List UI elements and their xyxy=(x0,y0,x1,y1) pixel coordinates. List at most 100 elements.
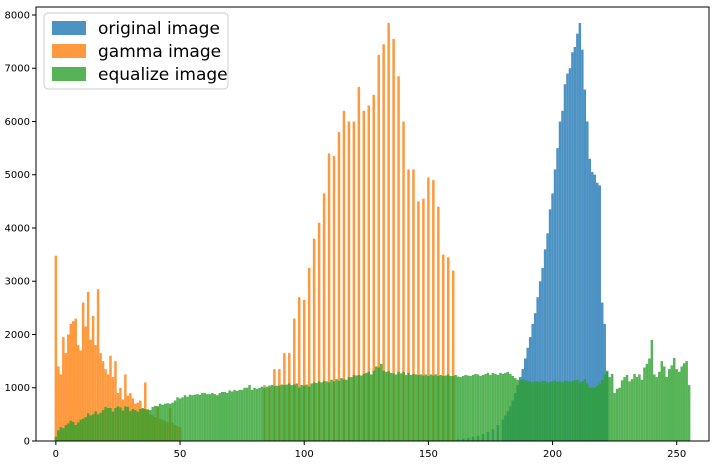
bar-equalize xyxy=(211,393,214,441)
bar-equalize xyxy=(62,428,65,441)
y-tick-label: 2000 xyxy=(5,330,30,341)
bar-gamma xyxy=(451,270,455,441)
bar-equalize xyxy=(310,383,313,441)
x-tick-label: 50 xyxy=(174,449,187,460)
bar-equalize xyxy=(469,376,472,441)
bar-equalize xyxy=(337,380,341,441)
bar-original xyxy=(571,52,574,441)
bar-gamma xyxy=(114,361,117,441)
bar-equalize xyxy=(407,372,410,441)
bar-original xyxy=(588,158,592,441)
bar-equalize xyxy=(96,414,100,441)
bar-equalize xyxy=(638,374,641,441)
bar-equalize xyxy=(677,371,681,441)
bar-equalize xyxy=(613,393,616,441)
bar-original xyxy=(556,148,559,441)
bar-equalize xyxy=(84,417,87,441)
bar-equalize xyxy=(454,374,457,441)
x-tick-label: 150 xyxy=(419,449,438,460)
bar-equalize xyxy=(253,387,256,441)
bar-equalize xyxy=(101,410,105,441)
bar-gamma xyxy=(327,153,331,441)
bar-equalize xyxy=(280,384,284,441)
bar-gamma xyxy=(91,315,95,441)
bar-gamma xyxy=(317,222,321,441)
bar-equalize xyxy=(603,374,606,441)
bar-gamma xyxy=(74,318,77,441)
bar-equalize xyxy=(106,407,110,441)
bar-equalize xyxy=(188,394,192,441)
bar-gamma xyxy=(402,121,405,442)
bar-equalize xyxy=(146,410,149,441)
bar-equalize xyxy=(374,366,378,441)
bar-equalize xyxy=(265,386,269,441)
bar-gamma xyxy=(293,318,296,441)
bar-equalize xyxy=(404,374,408,441)
bar-equalize xyxy=(223,392,226,441)
bar-equalize xyxy=(422,375,425,441)
bar-equalize xyxy=(583,379,587,441)
bar-equalize xyxy=(119,407,122,441)
bar-equalize xyxy=(687,385,691,441)
bar-equalize xyxy=(288,383,291,441)
bar-equalize xyxy=(432,375,435,441)
bar-gamma xyxy=(57,366,60,441)
bar-equalize xyxy=(317,381,321,441)
bar-equalize xyxy=(131,409,135,441)
bar-equalize xyxy=(427,376,430,441)
bar-equalize xyxy=(250,389,254,441)
bar-equalize xyxy=(243,387,246,441)
bar-equalize xyxy=(144,409,147,441)
bar-equalize xyxy=(335,379,338,441)
bar-equalize xyxy=(523,380,527,441)
bar-equalize xyxy=(268,385,271,441)
bar-gamma xyxy=(362,110,366,441)
bar-original xyxy=(548,209,552,441)
bar-original xyxy=(543,249,547,441)
bar-equalize xyxy=(225,393,229,441)
bar-gamma xyxy=(372,94,375,442)
bar-original xyxy=(578,22,582,441)
bar-equalize xyxy=(275,385,279,441)
bar-equalize xyxy=(499,372,502,441)
bar-equalize xyxy=(109,407,112,441)
bar-equalize xyxy=(141,407,145,441)
bar-equalize xyxy=(245,387,249,441)
bar-equalize xyxy=(121,410,125,441)
bar-equalize xyxy=(201,393,204,441)
bar-equalize xyxy=(377,367,380,441)
bar-equalize xyxy=(605,370,609,441)
bar-equalize xyxy=(593,387,596,441)
bar-equalize xyxy=(581,381,584,441)
bar-original xyxy=(591,172,594,441)
bar-gamma xyxy=(86,291,90,441)
bar-equalize xyxy=(658,371,661,441)
bar-equalize xyxy=(255,388,259,441)
bar-equalize xyxy=(104,406,107,441)
bar-equalize xyxy=(633,373,636,441)
bar-gamma xyxy=(312,238,316,441)
bar-equalize xyxy=(494,373,497,441)
bar-equalize xyxy=(99,412,102,441)
bar-equalize xyxy=(238,389,241,441)
bar-equalize xyxy=(456,376,460,441)
bar-equalize xyxy=(89,415,92,441)
bar-equalize xyxy=(342,379,346,441)
legend-swatch-equalize xyxy=(52,67,86,81)
bar-equalize xyxy=(682,363,686,441)
bar-equalize xyxy=(571,381,574,441)
bar-equalize xyxy=(352,374,356,441)
bar-equalize xyxy=(139,409,142,441)
bar-gamma xyxy=(342,110,346,441)
bar-equalize xyxy=(360,375,363,441)
bar-equalize xyxy=(230,391,234,441)
legend-box xyxy=(43,12,229,90)
series-equalize xyxy=(54,339,691,441)
bar-original xyxy=(596,182,599,442)
bar-original xyxy=(573,46,577,441)
bar-equalize xyxy=(134,410,137,441)
bar-equalize xyxy=(548,381,552,441)
bar-gamma xyxy=(54,255,58,441)
bar-equalize xyxy=(228,390,231,441)
bar-gamma xyxy=(67,334,70,441)
